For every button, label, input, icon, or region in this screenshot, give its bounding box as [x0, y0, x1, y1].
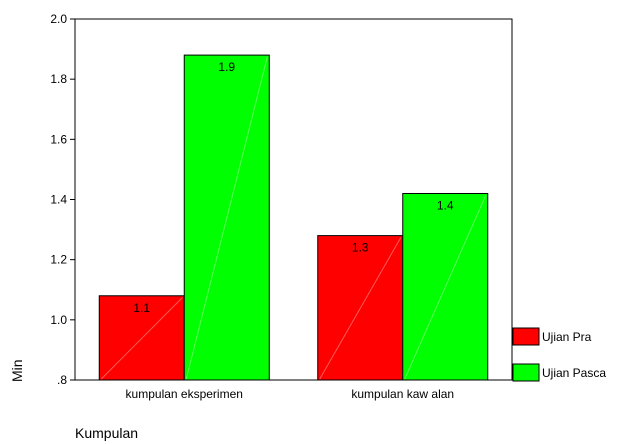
legend-label: Ujian Pasca: [542, 366, 606, 380]
y-tick-label: 1.8: [50, 72, 67, 86]
y-tick-label: .8: [57, 373, 67, 387]
y-tick-label: 1.2: [50, 253, 67, 267]
bar-shine: [100, 297, 183, 380]
data-label: 1.1: [133, 301, 150, 315]
y-axis-title: Min: [9, 359, 25, 382]
legend-swatch: [512, 327, 540, 346]
bar-ujian-pasca: [183, 54, 270, 381]
bar-shine: [185, 56, 268, 380]
bars: 1.1 1.9 1.3 1.4: [98, 54, 489, 381]
legend: Ujian Pra Ujian Pasca: [512, 327, 606, 382]
x-tick-label: kumpulan eksperimen: [126, 387, 243, 401]
data-label: 1.9: [218, 60, 235, 74]
legend-label: Ujian Pra: [542, 330, 592, 344]
bar-ujian-pasca: [402, 192, 489, 381]
data-label: 1.3: [352, 241, 369, 255]
legend-swatch: [512, 363, 540, 382]
x-axis: kumpulan eksperimen kumpulan kaw alan: [126, 387, 455, 401]
x-tick-label: kumpulan kaw alan: [351, 387, 454, 401]
y-axis: .8 1.0 1.2 1.4 1.6 1.8 2.0: [50, 12, 75, 387]
y-tick-label: 1.0: [50, 313, 67, 327]
x-axis-title: Kumpulan: [75, 425, 138, 441]
y-tick-label: 2.0: [50, 12, 67, 26]
data-label: 1.4: [437, 198, 454, 212]
bar-ujian-pra: [98, 295, 185, 381]
y-tick-label: 1.4: [50, 193, 67, 207]
y-tick-label: 1.6: [50, 132, 67, 146]
bar-shine: [404, 195, 487, 380]
bar-shine: [319, 237, 402, 380]
